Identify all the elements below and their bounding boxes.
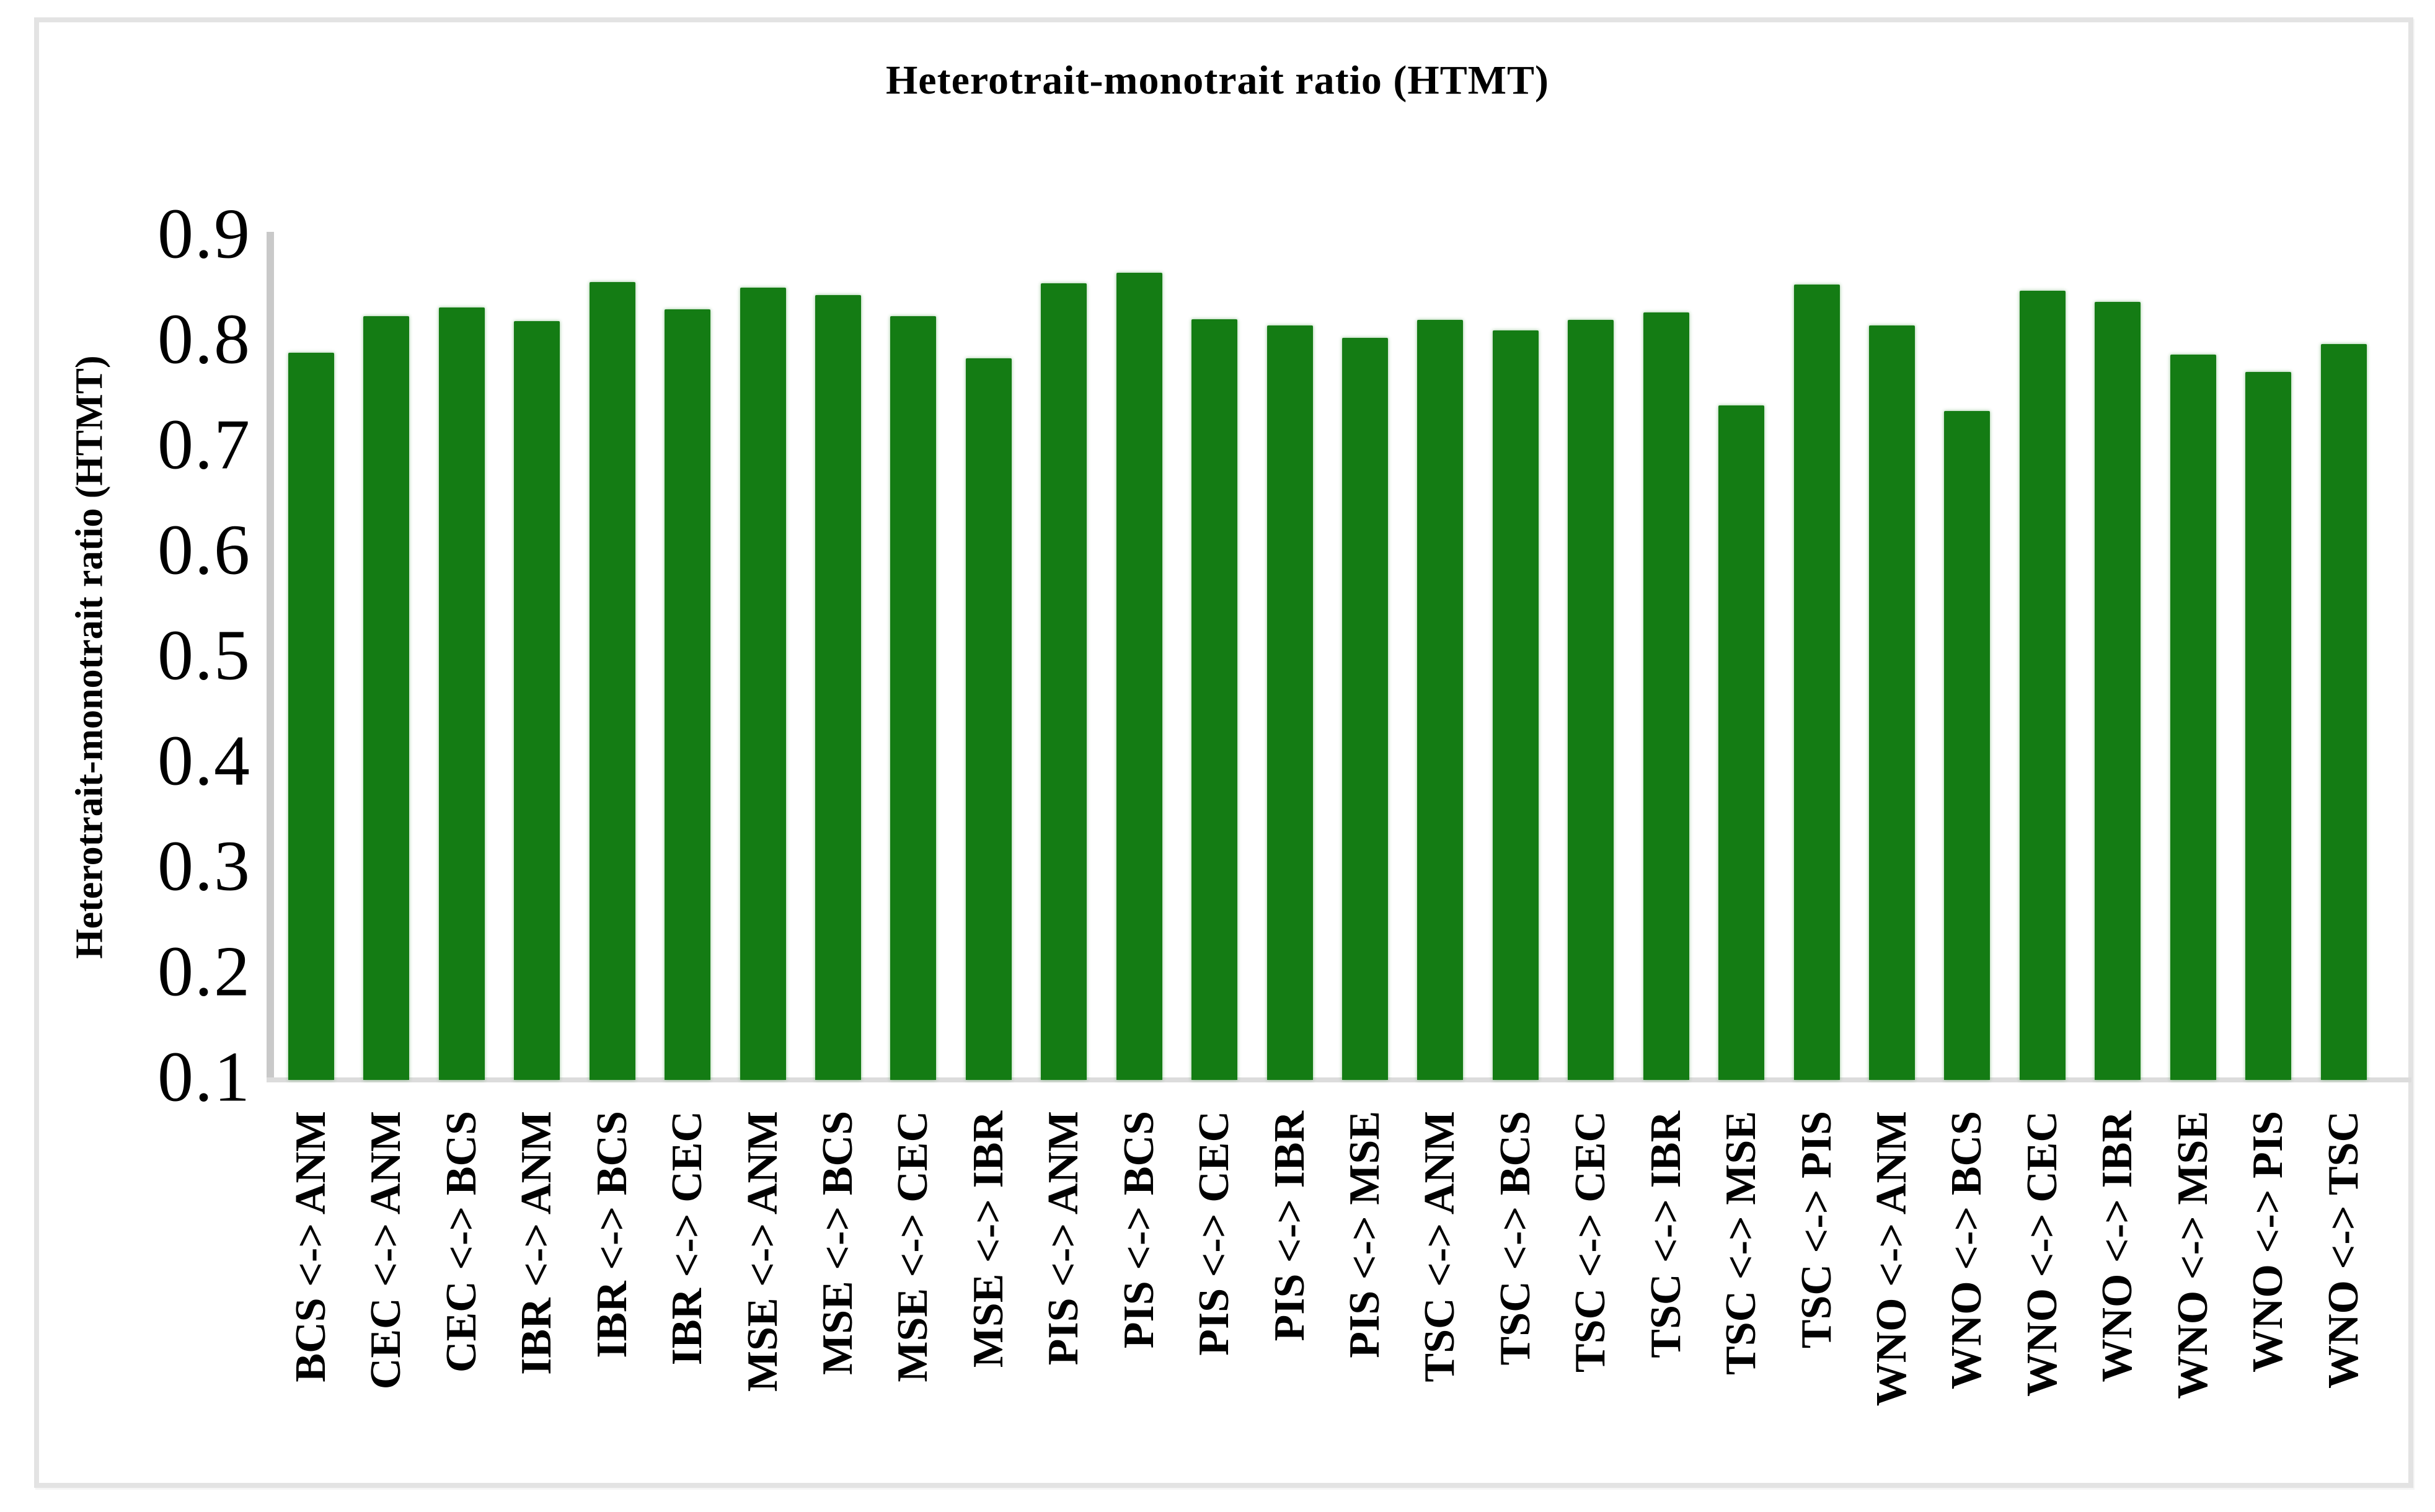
bar-WNO <-> TSC bbox=[2320, 344, 2367, 1080]
bar-MSE <-> IBR bbox=[965, 358, 1012, 1080]
bar-PIS <-> CEC bbox=[1191, 319, 1238, 1080]
bar-TSC <-> IBR bbox=[1643, 312, 1689, 1080]
bar-IBR <-> CEC bbox=[665, 309, 711, 1080]
bar-TSC <-> BCS bbox=[1492, 330, 1539, 1080]
bar-WNO <-> MSE bbox=[2170, 355, 2216, 1080]
chart-title: Heterotrait-monotrait ratio (HTMT) bbox=[885, 58, 1550, 103]
x-axis-line bbox=[267, 1077, 2411, 1082]
bar-TSC <-> MSE bbox=[1718, 405, 1765, 1080]
bar-PIS <-> ANM bbox=[1041, 283, 1087, 1080]
y-tick-label: 0.5 bbox=[157, 616, 251, 696]
y-tick-label: 0.3 bbox=[157, 826, 251, 906]
bar-TSC <-> ANM bbox=[1417, 320, 1464, 1080]
bar-PIS <-> IBR bbox=[1266, 325, 1313, 1080]
bar-CEC <-> ANM bbox=[363, 316, 410, 1080]
bar-WNO <-> ANM bbox=[1869, 325, 1916, 1080]
bar-IBR <-> ANM bbox=[514, 321, 560, 1080]
bar-WNO <-> CEC bbox=[2019, 290, 2066, 1080]
bar-PIS <-> MSE bbox=[1342, 338, 1389, 1080]
y-tick-label: 0.4 bbox=[157, 721, 251, 801]
y-tick-label: 0.9 bbox=[157, 194, 251, 274]
bar-IBR <-> BCS bbox=[589, 282, 635, 1080]
bar-MSE <-> CEC bbox=[890, 316, 937, 1080]
y-tick-label: 0.7 bbox=[157, 405, 251, 485]
bar-TSC <-> PIS bbox=[1793, 284, 1840, 1080]
bar-WNO <-> IBR bbox=[2095, 302, 2141, 1080]
y-tick-label: 0.2 bbox=[157, 932, 251, 1012]
bar-WNO <-> PIS bbox=[2245, 371, 2292, 1080]
y-tick-label: 0.6 bbox=[157, 510, 251, 590]
bar-CEC <-> BCS bbox=[438, 307, 485, 1080]
bar-TSC <-> CEC bbox=[1568, 320, 1614, 1080]
y-tick-label: 0.8 bbox=[157, 299, 251, 379]
bar-BCS <-> ANM bbox=[288, 353, 334, 1080]
bar-MSE <-> BCS bbox=[815, 294, 861, 1080]
y-tick-label: 0.1 bbox=[157, 1037, 251, 1117]
bar-PIS <-> BCS bbox=[1116, 272, 1162, 1080]
bar-WNO <-> BCS bbox=[1944, 410, 1991, 1080]
y-axis-line bbox=[267, 232, 274, 1082]
bar-MSE <-> ANM bbox=[740, 287, 786, 1080]
